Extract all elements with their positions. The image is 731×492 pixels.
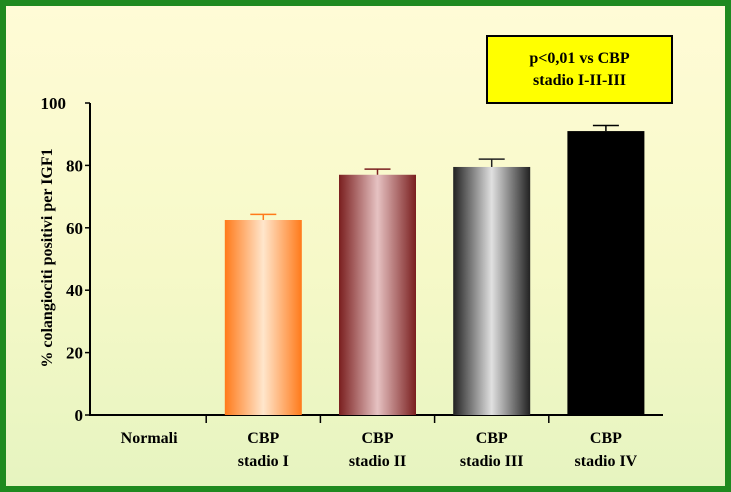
y-tick-label-60: 60 [66, 219, 83, 238]
y-tick-label-80: 80 [66, 156, 83, 175]
annotation-line-0: p<0,01 vs CBP [529, 50, 629, 67]
bar-4 [567, 131, 645, 415]
x-tick-label-4-line-0: CBP [590, 430, 622, 447]
x-tick-label-3-line-0: CBP [476, 430, 508, 447]
y-axis-label: % colangiociti positivi per IGF1 [39, 148, 56, 367]
annotation-line-1: stadio I-II-III [533, 72, 626, 89]
annotation-box [486, 35, 673, 104]
y-tick-label-0: 0 [75, 406, 84, 425]
x-tick-label-4-line-1: stadio IV [575, 453, 638, 470]
x-tick-label-4: CBP stadio IV [575, 430, 638, 470]
x-tick-label-0: Normali [121, 430, 178, 447]
y-tick-label-20: 20 [66, 344, 83, 363]
x-tick-label-3: CBP stadio III [460, 430, 524, 470]
x-tick-label-1-line-1: stadio I [238, 453, 289, 470]
x-tick-label-2-line-1: stadio II [349, 453, 406, 470]
y-tick-label-40: 40 [66, 281, 83, 300]
x-tick-label-0-line-0: Normali [121, 430, 178, 447]
bar-1 [224, 220, 302, 415]
x-tick-label-3-line-1: stadio III [460, 453, 524, 470]
annotation-text: p<0,01 vs CBP stadio I-II-III [529, 50, 629, 89]
x-tick-label-2-line-0: CBP [362, 430, 394, 447]
x-tick-label-1-line-0: CBP [247, 430, 279, 447]
bar-2 [339, 174, 416, 415]
y-tick-label-100: 100 [41, 94, 67, 113]
x-tick-label-1: CBP stadio I [238, 430, 289, 470]
x-tick-label-2: CBP stadio II [349, 430, 406, 470]
bar-3 [453, 166, 531, 415]
